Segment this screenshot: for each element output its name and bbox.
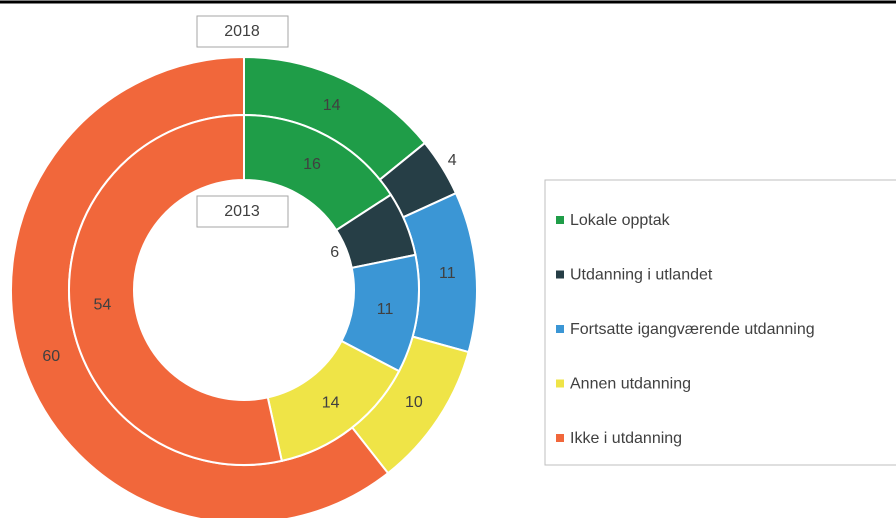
series-label-box bbox=[196, 195, 289, 228]
legend-label: Utdanning i utlandet bbox=[570, 267, 713, 284]
legend-swatch bbox=[556, 270, 564, 279]
series-label: 2018 bbox=[224, 23, 260, 40]
legend-box bbox=[544, 179, 896, 466]
legend-swatch bbox=[556, 216, 564, 224]
data-label: 11 bbox=[439, 265, 456, 282]
legend-label: Fortsatte igangværende utdanning bbox=[570, 321, 815, 338]
legend-label: Ikke i utdanning bbox=[570, 430, 682, 447]
legend-label: Lokale opptak bbox=[570, 212, 671, 229]
data-label: 6 bbox=[330, 244, 339, 261]
data-label: 60 bbox=[42, 348, 60, 365]
data-label: 14 bbox=[322, 394, 340, 411]
legend-label: Annen utdanning bbox=[570, 376, 691, 393]
data-label: 54 bbox=[93, 297, 111, 314]
legend-swatch bbox=[556, 325, 564, 333]
legend-swatch bbox=[556, 434, 564, 442]
legend-swatch bbox=[556, 379, 564, 388]
data-label: 11 bbox=[377, 301, 394, 318]
data-label: 16 bbox=[303, 156, 321, 173]
series-label: 2013 bbox=[224, 203, 260, 220]
data-label: 4 bbox=[448, 152, 457, 169]
data-label: 14 bbox=[323, 97, 341, 114]
series-label-box bbox=[196, 15, 289, 48]
data-label: 10 bbox=[405, 394, 423, 411]
donut-segment bbox=[68, 113, 283, 466]
